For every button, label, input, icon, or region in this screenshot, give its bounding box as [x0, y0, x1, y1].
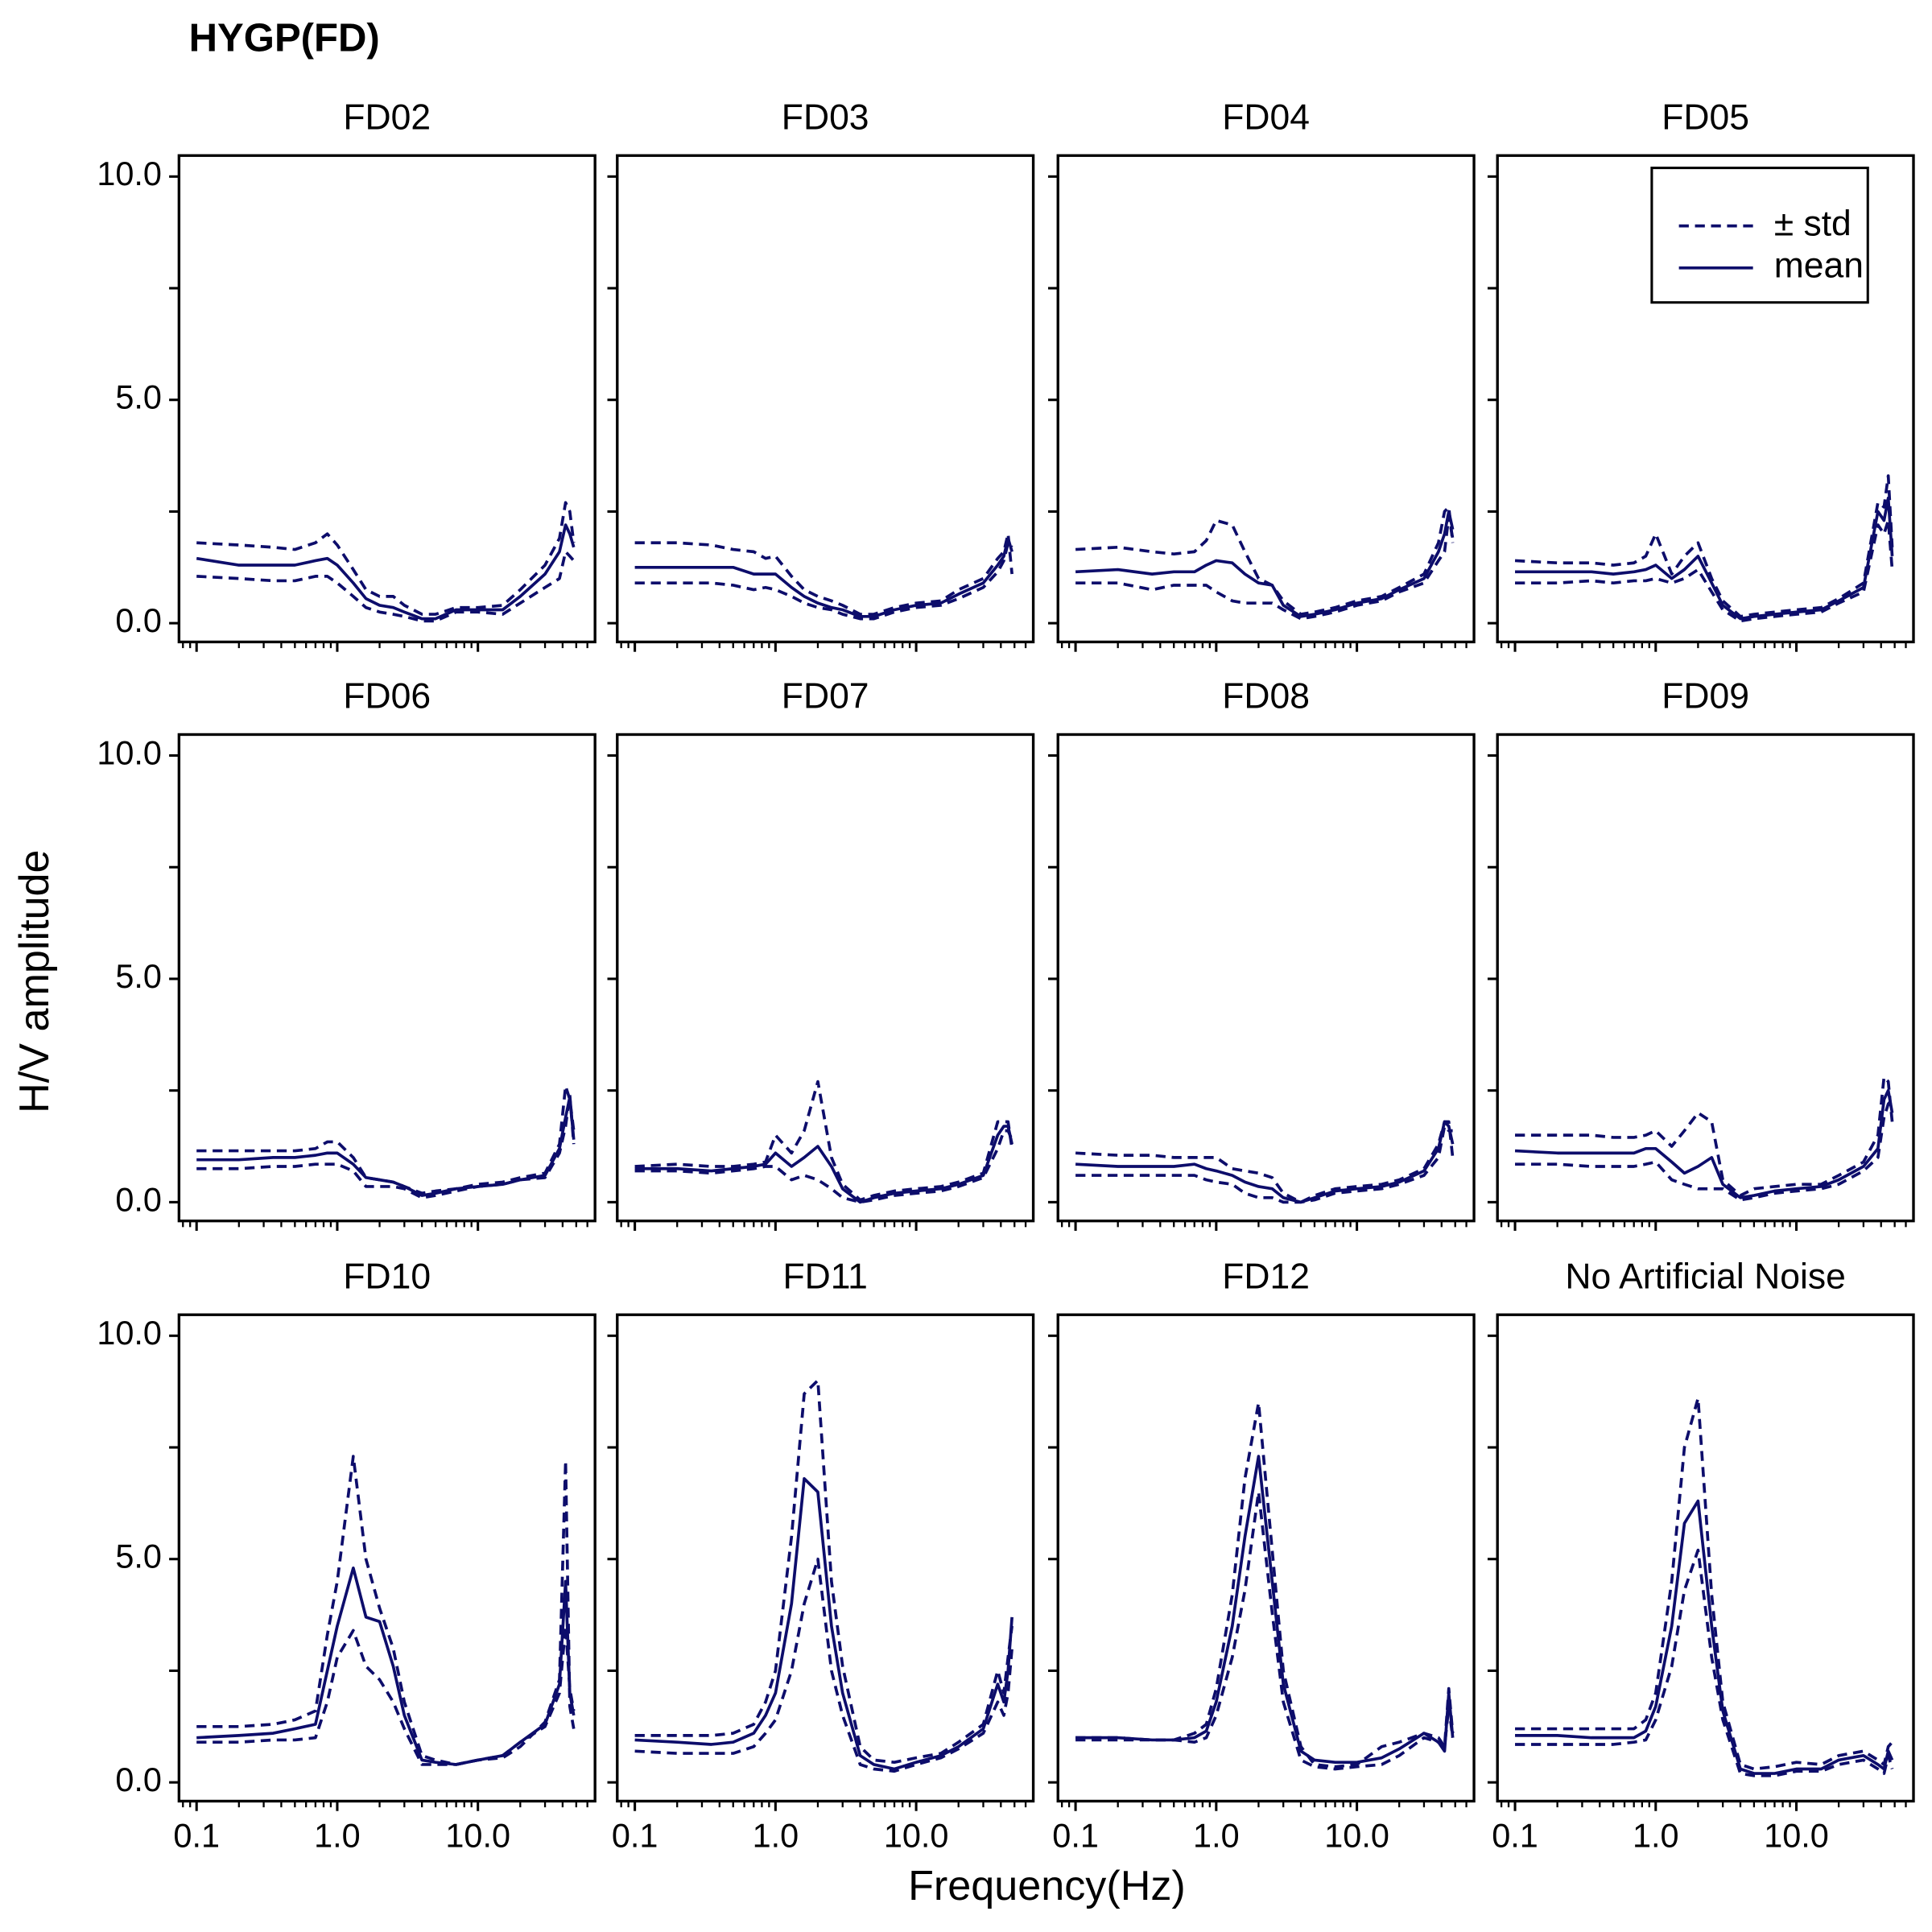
panel: FD08 [1047, 677, 1476, 1231]
std-line [1075, 1490, 1455, 1771]
std-line [196, 1084, 576, 1195]
panel-title: FD11 [782, 1257, 867, 1297]
panel-frame [616, 733, 1035, 1223]
std-line [1514, 474, 1894, 618]
std-line [196, 1455, 576, 1766]
mean-line [1514, 1088, 1894, 1199]
mean-line [1515, 496, 1894, 621]
mean-line [196, 523, 576, 621]
x-tick-label: 1.0 [1193, 1817, 1240, 1854]
y-tick-label: 5.0 [115, 379, 162, 416]
panel-title: FD04 [1222, 98, 1310, 138]
y-tick-label: 10.0 [97, 734, 162, 771]
std-line [634, 1557, 1013, 1773]
panel-frame [1056, 154, 1476, 644]
x-tick-label: 0.1 [1492, 1817, 1538, 1854]
std-line [1515, 1098, 1893, 1202]
x-tick-label: 1.0 [753, 1817, 799, 1854]
std-line [634, 1378, 1013, 1765]
panel-title: FD03 [782, 98, 869, 138]
panel: No Artificial Noise 0.1 1.0 10.0 [1487, 1257, 1915, 1854]
std-line [196, 501, 576, 616]
panel-frame [177, 1313, 597, 1803]
std-line [1075, 1120, 1455, 1204]
y-tick-label: 0.0 [115, 1761, 162, 1798]
panel-title: FD06 [343, 677, 431, 716]
panel: FD11 0.1 1.0 10.0 [607, 1257, 1035, 1854]
std-line [1075, 1401, 1455, 1769]
std-line [634, 532, 1013, 616]
y-tick-label: 10.0 [97, 1315, 162, 1352]
std-line [1075, 506, 1455, 616]
std-line [634, 541, 1013, 621]
x-tick-label: 0.1 [612, 1817, 658, 1854]
panel-title: FD05 [1662, 98, 1749, 138]
panel: FD04 [1047, 98, 1476, 652]
panel-title: FD12 [1222, 1257, 1310, 1297]
mean-line [634, 1125, 1013, 1204]
std-line [196, 1624, 576, 1766]
legend-label: ± std [1774, 204, 1852, 243]
panel: FD02 0.0 5.0 10.0 [97, 98, 597, 652]
panel: FD10 0.0 5.0 10.0 0.1 1.0 10.0 [97, 1257, 597, 1854]
y-tick-label: 5.0 [115, 1538, 162, 1575]
panel: FD03 [607, 98, 1035, 652]
y-tick-label: 0.0 [115, 602, 162, 639]
panel-frame [1056, 1313, 1476, 1803]
panel: FD06 0.0 5.0 10.0 [97, 677, 597, 1231]
y-tick-label: 5.0 [115, 958, 162, 995]
panel-frame [1496, 1313, 1915, 1803]
panel-frame [616, 154, 1035, 644]
std-line [1515, 1075, 1894, 1197]
std-line [196, 1093, 576, 1199]
figure-title: HYGP(FD) [189, 17, 380, 60]
std-line [634, 1129, 1013, 1204]
panel-frame [177, 733, 597, 1223]
panel-frame [1496, 154, 1915, 644]
std-line [1075, 1125, 1453, 1204]
mean-line [634, 1477, 1013, 1771]
mean-line [1075, 1120, 1455, 1204]
mean-line [1515, 1499, 1894, 1775]
y-axis-label: H/V amplitude [11, 849, 58, 1113]
legend-label: mean [1774, 246, 1864, 286]
x-axis-label: Frequency(Hz) [908, 1863, 1186, 1909]
y-tick-label: 0.0 [115, 1181, 162, 1218]
mean-line [196, 1566, 576, 1766]
panel-title: FD10 [343, 1257, 431, 1297]
x-tick-label: 0.1 [173, 1817, 220, 1854]
panel-frame [1056, 733, 1476, 1223]
panel: FD07 [607, 677, 1035, 1231]
mean-line [1075, 510, 1455, 618]
mean-line [634, 536, 1013, 618]
panel-title: No Artificial Noise [1565, 1257, 1845, 1297]
panel-frame [1496, 733, 1915, 1223]
panel-title: FD07 [782, 677, 869, 716]
panel-frame [616, 1313, 1035, 1803]
panel-title: FD09 [1662, 677, 1749, 716]
y-tick-label: 10.0 [97, 155, 162, 192]
x-tick-label: 10.0 [884, 1817, 949, 1854]
panel-frame [177, 154, 597, 644]
x-tick-label: 10.0 [445, 1817, 510, 1854]
panel-title: FD02 [343, 98, 431, 138]
x-tick-label: 10.0 [1764, 1817, 1829, 1854]
std-line [1515, 1397, 1893, 1771]
panel: FD09 [1487, 677, 1915, 1231]
std-line [1075, 514, 1455, 621]
legend-box [1650, 167, 1869, 304]
x-tick-label: 0.1 [1052, 1817, 1099, 1854]
mean-line [1075, 1455, 1455, 1765]
mean-line [196, 1096, 576, 1197]
x-tick-label: 10.0 [1324, 1817, 1389, 1854]
std-line [1515, 1548, 1894, 1777]
x-tick-label: 1.0 [1633, 1817, 1679, 1854]
std-line [634, 1080, 1013, 1202]
panel: FD12 0.1 1.0 10.0 [1047, 1257, 1476, 1854]
x-tick-label: 1.0 [314, 1817, 361, 1854]
panel-title: FD08 [1222, 677, 1310, 716]
std-line [196, 550, 576, 623]
